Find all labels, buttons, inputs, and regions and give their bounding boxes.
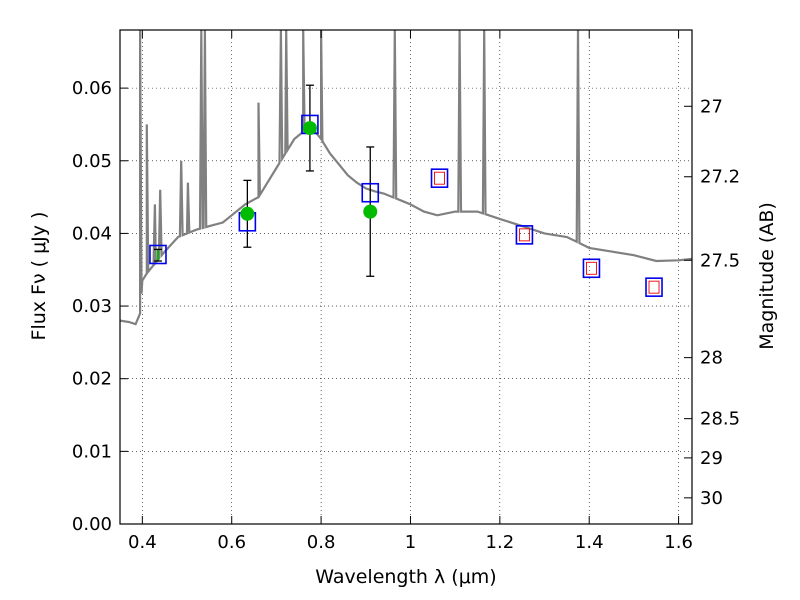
model-box [149, 244, 167, 265]
model-box [361, 182, 380, 203]
right-tick-label: 29 [700, 448, 723, 469]
right-tick-label: 27 [700, 96, 723, 117]
model-box [582, 258, 601, 279]
photometry-points [156, 121, 378, 261]
x-tick-label: 0.6 [217, 532, 246, 553]
model-box [515, 225, 534, 245]
x-tick-label: 1.4 [575, 532, 604, 553]
model-box [430, 168, 449, 188]
model-box-inner [586, 261, 597, 275]
x-axis-label: Wavelength λ (μm) [315, 566, 496, 588]
x-tick-label: 0.4 [128, 532, 157, 553]
model-points [149, 114, 663, 297]
y-axis: 0.00 0.01 0.02 0.03 0.04 0.05 0.06 [72, 78, 128, 535]
y-tick-label: 0.03 [72, 296, 112, 317]
right-tick-label: 27.2 [700, 167, 740, 188]
right-axis: 27 27.2 27.5 28 28.5 29 30 [684, 96, 740, 509]
sed-spectrum [120, 30, 692, 326]
y-axis-label: Flux Fν ( μJy ) [28, 212, 50, 341]
error-bars [153, 84, 375, 277]
y-tick-label: 0.02 [72, 369, 112, 390]
right-tick-label: 27.5 [700, 250, 740, 271]
x-tick-label: 1.2 [486, 532, 515, 553]
right-tick-label: 30 [700, 488, 723, 509]
photometry-point [240, 206, 255, 221]
sed-curve [120, 30, 692, 326]
model-box [645, 277, 663, 297]
x-tick-label: 1.6 [664, 532, 693, 553]
right-tick-label: 28.5 [700, 409, 740, 430]
x-tick-label: 0.8 [307, 532, 336, 553]
y-tick-label: 0.04 [72, 223, 112, 244]
y-tick-label: 0.05 [72, 151, 112, 172]
grid [120, 30, 692, 524]
right-axis-label: Magnitude (AB) [756, 202, 778, 350]
model-box-inner [648, 280, 660, 294]
plot-frame [119, 29, 693, 525]
y-tick-label: 0.06 [72, 78, 112, 99]
photometry-point [363, 204, 378, 219]
x-tick-label: 1 [405, 532, 416, 553]
y-tick-label: 0.00 [72, 514, 112, 535]
photometry-point [302, 121, 317, 136]
model-box-inner [518, 228, 530, 242]
y-tick-label: 0.01 [72, 441, 112, 462]
right-tick-label: 28 [700, 348, 723, 369]
x-axis: 0.4 0.6 0.8 1 1.2 1.4 1.6 [128, 30, 693, 553]
model-box-inner [434, 171, 445, 185]
